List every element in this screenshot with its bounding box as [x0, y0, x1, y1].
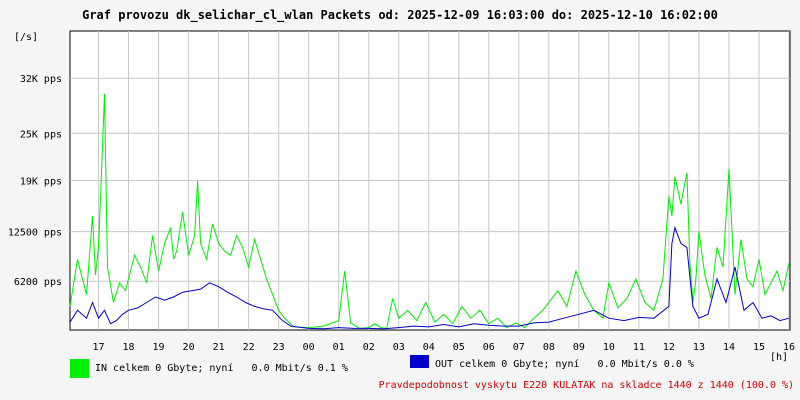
- x-tick-label: 03: [393, 342, 405, 353]
- legend-in: IN celkem 0 Gbyte; nyní 0.0 Mbit/s 0.1 %: [70, 359, 348, 378]
- x-tick-label: 12: [663, 342, 675, 353]
- legend-out-text: OUT celkem 0 Gbyte; nyní 0.0 Mbit/s 0.0 …: [435, 359, 694, 370]
- legend-in-text: IN celkem 0 Gbyte; nyní 0.0 Mbit/s 0.1 %: [95, 363, 348, 374]
- legend-out: OUT celkem 0 Gbyte; nyní 0.0 Mbit/s 0.0 …: [410, 355, 694, 370]
- x-tick-label: 13: [693, 342, 705, 353]
- x-tick-label: 05: [453, 342, 465, 353]
- x-tick-label: 21: [213, 342, 225, 353]
- x-tick-label: 01: [333, 342, 345, 353]
- x-tick-label: 06: [483, 342, 495, 353]
- x-tick-label: 17: [92, 342, 104, 353]
- series-out-line: [69, 225, 790, 330]
- x-tick-label: 07: [513, 342, 525, 353]
- legend-out-swatch: [410, 355, 429, 368]
- x-tick-label: 15: [753, 342, 765, 353]
- y-tick-label: 19K pps: [20, 177, 62, 188]
- y-tick-label: 32K pps: [20, 74, 62, 85]
- x-unit-label: [h]: [770, 352, 788, 363]
- x-tick-label: 09: [573, 342, 585, 353]
- y-tick-labels: 6200 pps 12500 pps 19K pps 25K pps 32K pps: [8, 74, 62, 288]
- x-tick-label: 14: [723, 342, 735, 353]
- chart-title: Graf provozu dk_selichar_cl_wlan Packets…: [82, 8, 718, 22]
- x-tick-label: 11: [633, 342, 645, 353]
- x-tick-label: 22: [243, 342, 255, 353]
- x-tick-label: 02: [363, 342, 375, 353]
- x-tick-label: 10: [603, 342, 615, 353]
- x-tick-label: 18: [123, 342, 135, 353]
- x-tick-label: 08: [543, 342, 555, 353]
- y-unit-label: [/s]: [14, 32, 38, 43]
- legend-in-swatch: [70, 359, 89, 378]
- x-tick-label: 20: [183, 342, 195, 353]
- series-in-line: [69, 93, 790, 329]
- x-tick-label: 23: [273, 342, 285, 353]
- x-tick-label: 04: [423, 342, 435, 353]
- y-tick-label: 25K pps: [20, 129, 62, 140]
- y-tick-label: 6200 pps: [14, 277, 62, 288]
- x-tick-label: 19: [153, 342, 165, 353]
- x-tick-label: 16: [783, 342, 795, 353]
- x-tick-label: 00: [303, 342, 315, 353]
- x-tick-labels: 17 18 19 20 21 22 23 00 01 02 03 04 05 06 07 08 09 10 11 12…: [92, 342, 795, 353]
- grid-lines: [70, 31, 790, 330]
- probability-note: Pravdepodobnost vyskytu E220 KULATAK na …: [378, 380, 794, 391]
- y-tick-label: 12500 pps: [8, 228, 62, 239]
